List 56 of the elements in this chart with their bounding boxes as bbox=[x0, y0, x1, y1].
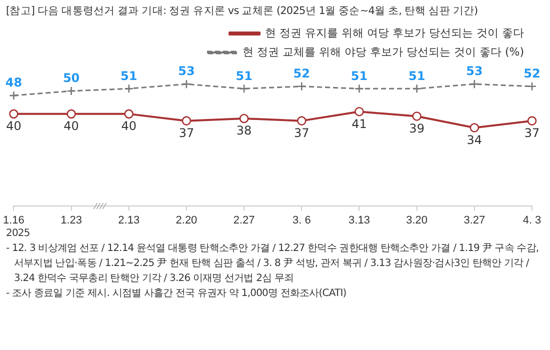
point bbox=[66, 109, 76, 119]
x-tick-label: 3.27 bbox=[464, 214, 486, 226]
point bbox=[9, 109, 18, 119]
text: 2025 bbox=[6, 227, 31, 241]
point bbox=[527, 82, 537, 92]
point bbox=[66, 86, 76, 96]
point bbox=[354, 106, 364, 116]
point bbox=[470, 79, 480, 89]
data-label: 41 bbox=[352, 116, 367, 131]
point bbox=[9, 90, 18, 100]
chart-title: [참고] 다음 대통령선거 결과 기대: 정권 유지론 vs 교체론 (2025년 1월 중순~4월 초, 탄핵 심판 기간) bbox=[6, 4, 478, 18]
data-label: 48 bbox=[5, 76, 22, 90]
point bbox=[124, 109, 134, 119]
point bbox=[239, 114, 249, 124]
x-tick-label: 2.13 bbox=[118, 214, 140, 226]
data-label: 37 bbox=[178, 126, 194, 140]
x-tick-label: 3.20 bbox=[406, 214, 428, 226]
data-label: 37 bbox=[524, 126, 540, 140]
data-label: 53 bbox=[178, 64, 195, 78]
legend-label: 현 정권 교체를 위해 야당 후보가 당선되는 것이 좋다 (%) bbox=[242, 45, 524, 58]
x-tick-label: 2.27 bbox=[233, 214, 255, 226]
data-label: 52 bbox=[293, 66, 310, 80]
data-label: 37 bbox=[294, 126, 310, 140]
x-tick-label: 3.13 bbox=[348, 214, 370, 226]
data-label: 51 bbox=[350, 68, 368, 83]
point bbox=[296, 82, 306, 92]
legend-label: 현 정권 유지를 위해 여당 후보가 당선되는 것이 좋다 bbox=[265, 26, 524, 40]
x-tick-label: 1.23 bbox=[60, 214, 82, 226]
point bbox=[296, 116, 306, 126]
data-label: 40 bbox=[64, 119, 79, 134]
x-tick-label: 2.20 bbox=[176, 214, 198, 226]
point bbox=[182, 79, 192, 89]
data-label: 34 bbox=[466, 132, 482, 147]
data-label: 52 bbox=[524, 66, 540, 80]
point bbox=[182, 116, 192, 126]
data-label: 51 bbox=[408, 68, 426, 83]
data-label: 53 bbox=[466, 64, 483, 78]
point bbox=[354, 84, 364, 94]
text: - 12. 3 비상계엄 선포 / 12.14 윤석열 대통령 탄핵소추안 가결 / 12.27 한덕수 권한대행 탄핵소추안 가결 / 1.19 尹 구속 수감, 서부지법 난입·폭동 / 1.21~2.25 尹 헌재 탄핵 심판 출석 / 3. 8 尹 석방, 관저 복귀 / 3.13 감사원장·검사3인 탄핵안 기각 / 3.24 한덕수 국무총리 탄핵안 기각 / 3.26 이재명 선거법 2심 무죄 bbox=[6, 242, 540, 286]
data-label: 40 bbox=[6, 119, 22, 134]
text: - 조사 종료일 기준 제시. 시점별 사흘간 전국 유권자 약 1,000명 전화조사(CATI) bbox=[6, 287, 348, 301]
data-label: 40 bbox=[121, 119, 137, 134]
data-label: 50 bbox=[62, 71, 80, 86]
point bbox=[412, 84, 422, 94]
data-label: 51 bbox=[236, 68, 252, 83]
data-label: 38 bbox=[236, 124, 252, 138]
x-tick-label: 1.16 bbox=[2, 214, 24, 226]
point bbox=[470, 123, 480, 132]
point bbox=[412, 112, 422, 121]
data-label: 51 bbox=[120, 68, 138, 83]
point bbox=[527, 116, 537, 126]
x-tick-label: 3. 6 bbox=[292, 214, 311, 226]
point bbox=[124, 84, 134, 94]
data-label: 39 bbox=[409, 121, 424, 136]
point bbox=[239, 84, 249, 94]
x-tick-label: 4. 3 bbox=[522, 214, 542, 226]
